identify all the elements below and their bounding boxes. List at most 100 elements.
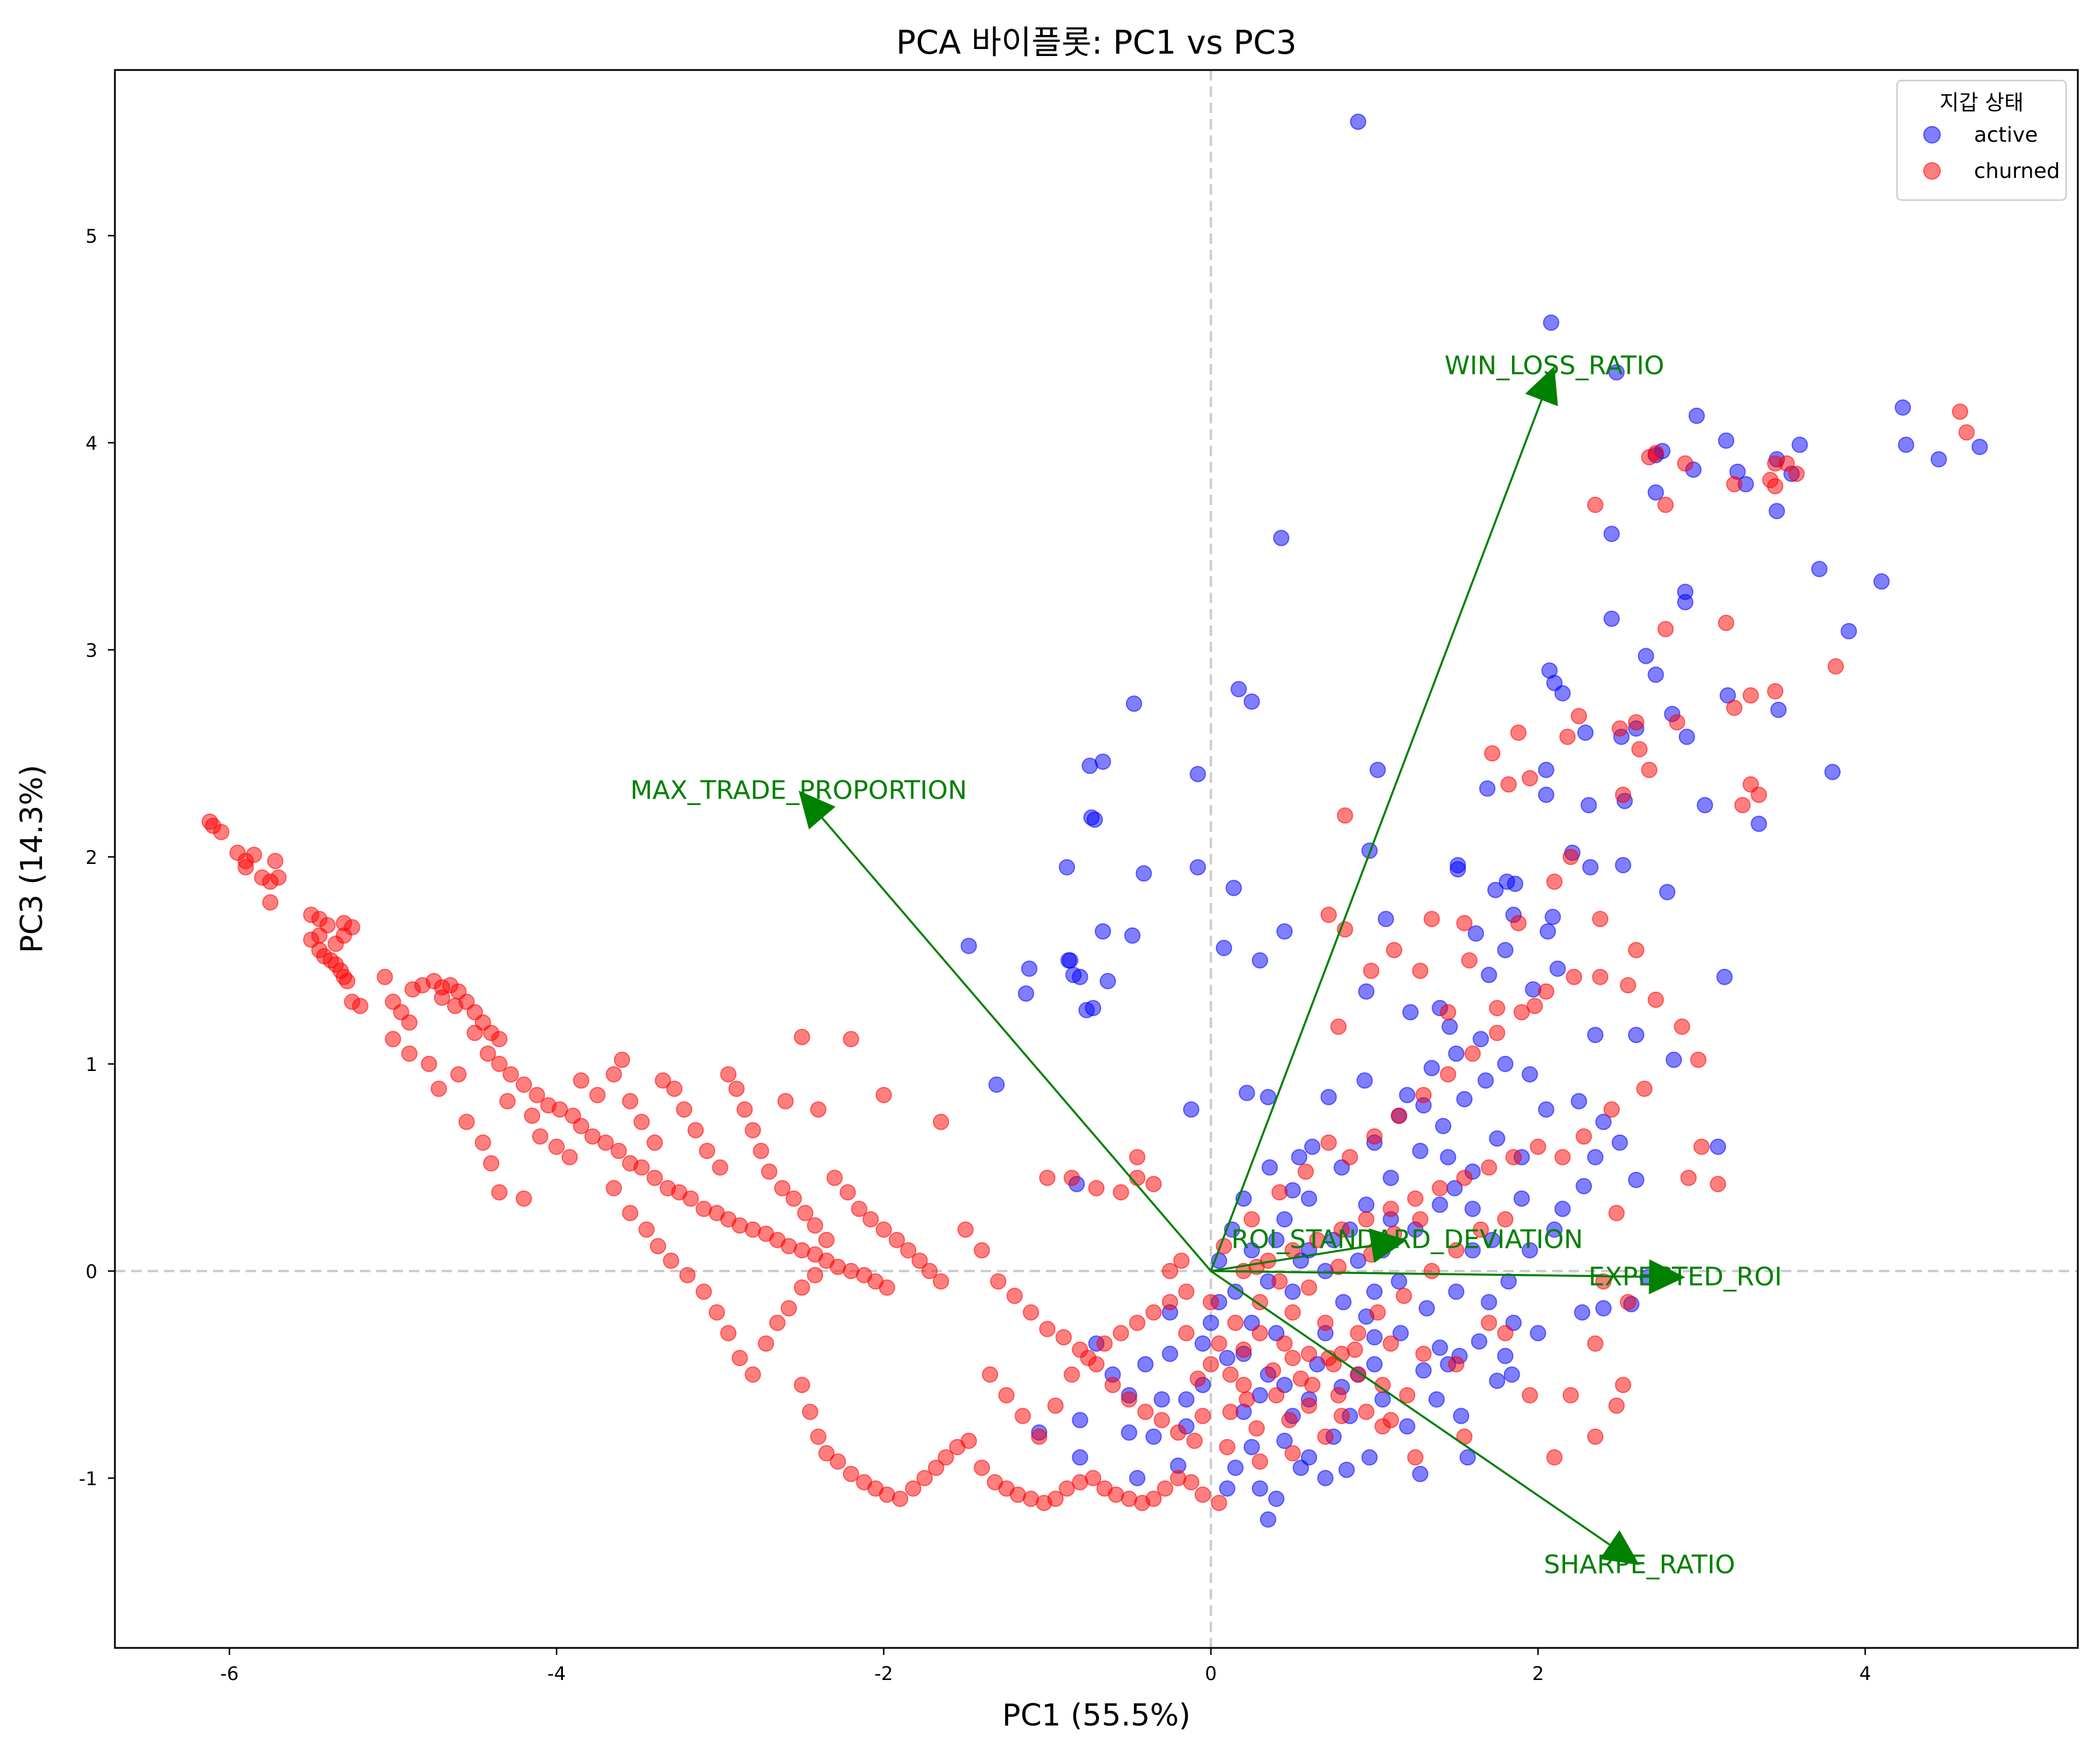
data-point-churned xyxy=(1767,455,1784,472)
data-point-churned xyxy=(1336,807,1353,824)
data-point-churned xyxy=(1112,1325,1129,1342)
data-point-active xyxy=(1647,484,1664,501)
data-point-active xyxy=(1178,1391,1195,1408)
data-point-churned xyxy=(614,1051,631,1068)
data-point-churned xyxy=(1669,714,1685,731)
data-point-churned xyxy=(1472,1221,1489,1238)
data-point-churned xyxy=(1505,1149,1522,1166)
data-point-churned xyxy=(1243,1211,1260,1228)
data-point-active xyxy=(1227,1283,1244,1300)
y-axis-title: PC3 (14.3%) xyxy=(15,765,50,953)
data-point-churned xyxy=(1072,1341,1088,1358)
legend-title: 지갑 상태 xyxy=(1940,91,2024,115)
data-point-active xyxy=(1227,1460,1244,1476)
data-point-churned xyxy=(1251,1294,1268,1311)
data-point-active xyxy=(1358,1196,1375,1213)
data-point-active xyxy=(1603,610,1620,627)
data-point-active xyxy=(1399,1418,1416,1435)
data-point-churned xyxy=(1628,942,1644,958)
data-point-churned xyxy=(622,1093,639,1110)
data-point-active xyxy=(1544,908,1561,925)
data-point-churned xyxy=(237,859,254,876)
y-tick-label: 3 xyxy=(86,639,97,662)
data-point-churned xyxy=(421,1055,438,1072)
data-point-churned xyxy=(516,1076,532,1093)
data-point-active xyxy=(1448,1283,1465,1300)
data-point-churned xyxy=(712,1159,729,1176)
data-point-active xyxy=(1521,1242,1538,1259)
data-point-churned xyxy=(1173,1252,1190,1269)
data-point-churned xyxy=(1039,1170,1056,1186)
data-point-churned xyxy=(1031,1428,1048,1445)
data-point-churned xyxy=(638,1221,655,1238)
data-point-churned xyxy=(1513,1004,1530,1021)
y-tick-label: 5 xyxy=(86,225,97,247)
data-point-churned xyxy=(1587,1335,1604,1352)
data-point-churned xyxy=(1202,1356,1219,1373)
data-point-active xyxy=(1358,983,1375,1000)
data-point-churned xyxy=(1350,1325,1367,1342)
data-point-active xyxy=(1276,1211,1293,1228)
data-point-active xyxy=(1497,1055,1514,1072)
data-point-active xyxy=(1751,816,1768,832)
data-point-churned xyxy=(878,1279,895,1296)
data-point-churned xyxy=(327,936,344,952)
data-point-active xyxy=(1086,811,1103,828)
y-tick-label: 1 xyxy=(86,1054,97,1076)
data-point-active xyxy=(1350,113,1367,130)
data-point-active xyxy=(1021,960,1038,977)
data-point-churned xyxy=(1301,1345,1317,1362)
loading-label: MAX_TRADE_PROPORTION xyxy=(630,775,967,805)
data-point-active xyxy=(1412,1465,1429,1482)
data-point-active xyxy=(1608,364,1625,381)
data-point-churned xyxy=(270,869,287,886)
data-point-churned xyxy=(450,1066,467,1083)
data-point-churned xyxy=(793,1377,810,1394)
data-point-churned xyxy=(483,1155,499,1172)
data-point-churned xyxy=(793,1028,810,1045)
data-point-active xyxy=(1377,911,1394,928)
data-point-churned xyxy=(1023,1304,1040,1321)
data-point-churned xyxy=(551,1101,568,1118)
data-point-churned xyxy=(502,1066,519,1083)
data-point-active xyxy=(1216,940,1233,957)
loading-label: WIN_LOSS_RATIO xyxy=(1444,351,1664,381)
data-point-active xyxy=(1230,681,1247,698)
data-point-churned xyxy=(1358,1404,1375,1420)
data-point-churned xyxy=(339,972,356,989)
data-point-churned xyxy=(876,1221,892,1238)
data-point-churned xyxy=(777,1093,794,1110)
data-point-churned xyxy=(1527,998,1543,1014)
data-point-active xyxy=(1243,1242,1260,1259)
data-point-churned xyxy=(774,1180,791,1196)
legend: 지갑 상태 active churned xyxy=(1896,79,2067,201)
data-point-churned xyxy=(491,1184,508,1200)
x-tick-label: 4 xyxy=(1859,1662,1871,1685)
data-point-churned xyxy=(491,1031,508,1048)
data-point-churned xyxy=(1330,1258,1347,1275)
data-point-active xyxy=(1811,561,1828,578)
data-point-active xyxy=(1587,1149,1604,1166)
data-point-churned xyxy=(650,1238,666,1255)
data-point-churned xyxy=(1767,478,1784,495)
data-point-churned xyxy=(1484,745,1501,762)
data-point-churned xyxy=(1690,1051,1707,1068)
loading-vector: WIN_LOSS_RATIO xyxy=(1210,351,1664,1272)
data-point-churned xyxy=(732,1350,748,1366)
data-point-churned xyxy=(1369,1304,1386,1321)
data-point-churned xyxy=(1576,1128,1592,1145)
data-point-churned xyxy=(1330,1387,1347,1404)
data-point-active xyxy=(1366,1356,1383,1373)
legend-label-active: active xyxy=(1974,123,2038,147)
data-point-churned xyxy=(1202,1294,1219,1311)
data-point-churned xyxy=(1251,1325,1268,1342)
data-point-churned xyxy=(1538,983,1555,1000)
data-point-churned xyxy=(1320,1134,1337,1151)
data-point-churned xyxy=(862,1211,879,1228)
data-point-churned xyxy=(1680,1170,1697,1186)
data-point-churned xyxy=(720,1066,737,1083)
data-point-churned xyxy=(1592,911,1609,928)
data-point-churned xyxy=(548,1138,565,1155)
data-point-active xyxy=(1824,764,1841,780)
data-point-active xyxy=(1304,1138,1321,1155)
